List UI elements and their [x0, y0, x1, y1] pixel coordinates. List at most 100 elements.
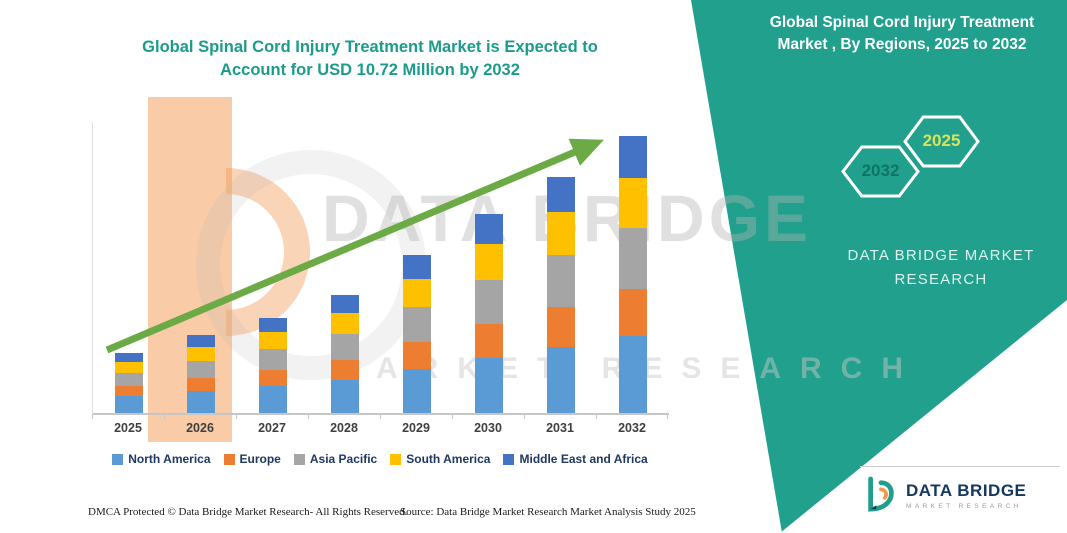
- stacked-bar-2030: [475, 214, 503, 413]
- bar-segment: [187, 361, 215, 378]
- bar-column: [237, 122, 309, 413]
- axis-tick: [308, 415, 309, 419]
- bar-segment: [403, 342, 431, 369]
- legend-label: Asia Pacific: [309, 452, 378, 466]
- legend-swatch-icon: [503, 453, 515, 465]
- x-tick-label: 2027: [258, 421, 286, 435]
- hexagon-year-2032: 2032: [861, 161, 900, 180]
- bar-column: [453, 122, 525, 413]
- x-tick-label: 2026: [186, 421, 214, 435]
- axis-tick: [452, 415, 453, 419]
- bar-segment: [403, 369, 431, 413]
- stacked-bar-2029: [403, 255, 431, 413]
- bar-segment: [619, 336, 647, 413]
- bar-segment: [187, 347, 215, 361]
- bar-segment: [115, 373, 143, 386]
- logo-title: DATA BRIDGE: [906, 480, 1027, 500]
- chart-legend: North America Europe Asia Pacific South Ame…: [78, 452, 682, 466]
- bar-segment: [331, 334, 359, 360]
- x-tick-label: 2029: [402, 421, 430, 435]
- bar-segment: [403, 279, 431, 307]
- hexagon-year-2025: 2025: [922, 131, 961, 150]
- x-tick-label: 2028: [330, 421, 358, 435]
- legend-label: South America: [406, 452, 491, 466]
- stacked-bar-2025: [115, 353, 143, 413]
- page-title-line2: Account for USD 10.72 Million by 2032: [220, 60, 520, 79]
- bar-segment: [619, 289, 647, 336]
- axis-tick: [92, 415, 93, 419]
- legend-item: Asia Pacific: [293, 452, 378, 466]
- bar-segment: [331, 313, 359, 334]
- bar-segment: [547, 212, 575, 255]
- data-bridge-logo-icon: [868, 476, 894, 512]
- axis-tick: [667, 415, 668, 419]
- bar-column: [93, 122, 165, 413]
- bar-segment: [547, 177, 575, 212]
- panel-title: Global Spinal Cord Injury Treatment Mark…: [769, 14, 1035, 54]
- legend-label: North America: [128, 452, 211, 466]
- stacked-bar-2026: [187, 335, 215, 413]
- axis-tick: [236, 415, 237, 419]
- x-tick-label: 2031: [546, 421, 574, 435]
- bar-segment: [331, 380, 359, 413]
- axis-tick: [524, 415, 525, 419]
- bar-segment: [187, 378, 215, 391]
- bar-segment: [259, 386, 287, 413]
- bar-segment: [115, 386, 143, 396]
- x-tick-label: 2030: [474, 421, 502, 435]
- stacked-bar-2028: [331, 295, 359, 413]
- source-note: Source: Data Bridge Market Research Mark…: [400, 506, 696, 518]
- axis-tick: [164, 415, 165, 419]
- bar-column: [309, 122, 381, 413]
- bar-segment: [259, 332, 287, 349]
- bar-segment: [547, 347, 575, 413]
- stacked-bar-2027: [259, 318, 287, 413]
- legend-label: Middle East and Africa: [519, 452, 648, 466]
- x-axis-ticks: [92, 415, 669, 420]
- bar-segment: [331, 295, 359, 313]
- legend-item: Middle East and Africa: [503, 452, 648, 466]
- hexagon-badges-icon: [841, 115, 980, 198]
- panel-brand-line1: DATA BRIDGE MARKET: [847, 247, 1035, 264]
- axis-tick: [596, 415, 597, 419]
- bar-segment: [331, 360, 359, 380]
- x-tick-label: 2025: [114, 421, 142, 435]
- panel-brand-line2: RESEARCH: [894, 271, 988, 288]
- footer-divider: [860, 466, 1060, 467]
- logo-subtitle: MARKET RESEARCH: [906, 502, 1022, 510]
- bar-segment: [475, 214, 503, 244]
- bar-segment: [259, 370, 287, 386]
- bar-segment: [115, 396, 143, 413]
- bar-segment: [403, 307, 431, 342]
- x-axis-labels: 2025 2026 2027 2028 2029 2030 2031 2032: [92, 421, 668, 435]
- bar-segment: [619, 136, 647, 178]
- chart-plot: [92, 122, 669, 415]
- bar-segment: [475, 324, 503, 358]
- bar-segment: [547, 255, 575, 307]
- stacked-bar-2031: [547, 177, 575, 413]
- bar-segment: [115, 353, 143, 362]
- legend-swatch-icon: [223, 453, 235, 465]
- bar-column: [525, 122, 597, 413]
- dmca-notice: DMCA Protected © Data Bridge Market Rese…: [88, 506, 408, 518]
- bar-column: [165, 122, 237, 413]
- legend-label: Europe: [239, 452, 281, 466]
- bar-segment: [187, 335, 215, 347]
- bar-segment: [619, 228, 647, 289]
- stacked-bar-2032: [619, 136, 647, 413]
- bar-segment: [475, 244, 503, 280]
- axis-tick: [380, 415, 381, 419]
- bar-segment: [259, 349, 287, 370]
- legend-swatch-icon: [293, 453, 305, 465]
- bar-segment: [547, 307, 575, 347]
- bar-segment: [475, 358, 503, 413]
- legend-item: South America: [390, 452, 490, 466]
- legend-swatch-icon: [112, 453, 124, 465]
- bar-segment: [115, 362, 143, 373]
- x-tick-label: 2032: [618, 421, 646, 435]
- page-title-line1: Global Spinal Cord Injury Treatment Mark…: [142, 38, 598, 56]
- bar-segment: [619, 178, 647, 228]
- legend-item: North America: [112, 452, 211, 466]
- bar-segment: [259, 318, 287, 332]
